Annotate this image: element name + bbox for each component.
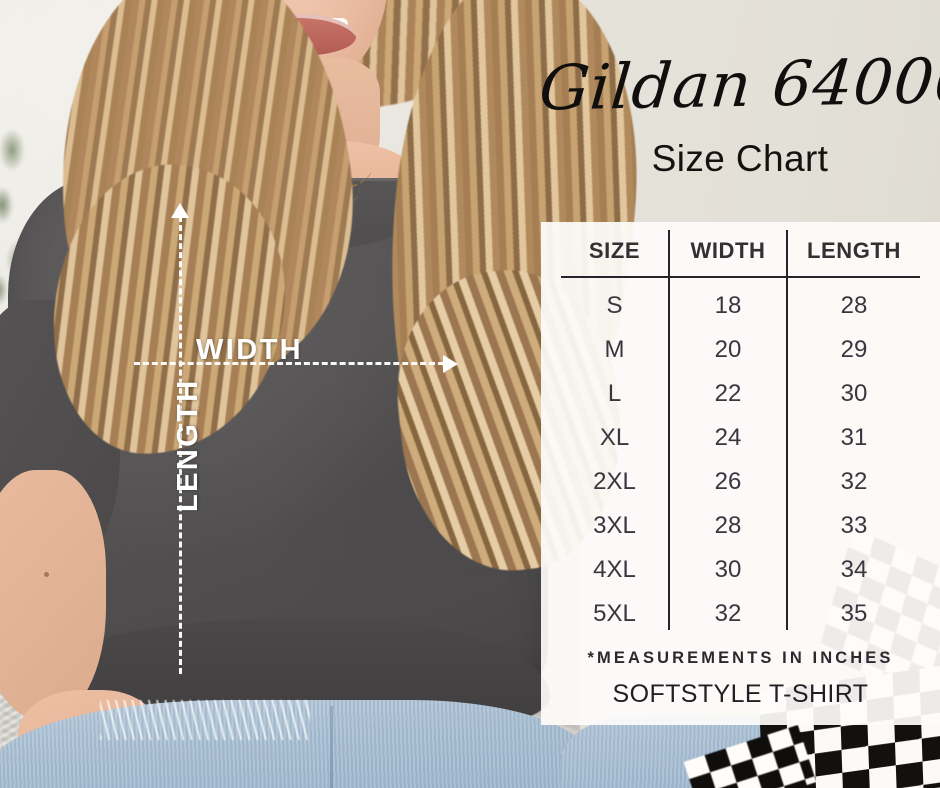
model-arm-left: [0, 470, 106, 720]
cell-size: S: [606, 292, 623, 319]
cell-width: 22: [668, 372, 788, 416]
size-table-wrapper: SIZE WIDTH LENGTH S 18 28 M 20 29: [541, 222, 940, 725]
cell-length: 34: [840, 556, 868, 583]
table-row: 5XL 32 35: [561, 592, 920, 630]
cell-size: 4XL: [593, 556, 636, 583]
cell-length: 28: [840, 292, 868, 319]
title-block: Gildan 64000 Size Chart: [536, 22, 940, 222]
length-arrow-up-icon: [171, 203, 189, 218]
cell-size: 2XL: [593, 468, 636, 495]
width-arrow-right-icon: [443, 355, 458, 373]
table-row: 2XL 26 32: [561, 460, 920, 504]
column-header-size: SIZE: [561, 230, 669, 278]
cell-length: 33: [840, 512, 868, 539]
size-chart-table: SIZE WIDTH LENGTH S 18 28 M 20 29: [561, 230, 920, 630]
panel-footer: *MEASUREMENTS IN INCHES SOFTSTYLE T-SHIR…: [541, 649, 940, 709]
cell-width: 20: [668, 328, 788, 372]
column-header-length: LENGTH: [787, 230, 920, 278]
cell-length: 29: [840, 336, 868, 363]
denim-seam: [330, 706, 333, 788]
cell-length: 35: [840, 600, 868, 627]
cell-width: 30: [668, 548, 788, 592]
table-row: 3XL 28 33: [561, 504, 920, 548]
dashed-horizontal-arrow-icon: [134, 362, 444, 365]
cell-width: 28: [668, 504, 788, 548]
length-label: LENGTH: [172, 378, 204, 512]
cell-width: 32: [668, 592, 788, 630]
cell-size: XL: [599, 424, 630, 451]
table-header-row: SIZE WIDTH LENGTH: [561, 230, 920, 278]
cell-size: 5XL: [593, 600, 636, 627]
table-row: XL 24 31: [561, 416, 920, 460]
product-name: SOFTSTYLE T-SHIRT: [612, 680, 869, 708]
size-table-head: SIZE WIDTH LENGTH: [561, 230, 920, 278]
size-chart-panel: SIZE WIDTH LENGTH S 18 28 M 20 29: [541, 222, 940, 725]
column-header-width: WIDTH: [668, 230, 788, 278]
dashed-vertical-arrow-icon: [179, 216, 182, 674]
width-label: WIDTH: [196, 334, 304, 366]
cell-size: M: [604, 336, 625, 363]
denim-frayed-edge: [100, 700, 310, 740]
table-row: 4XL 30 34: [561, 548, 920, 592]
cell-width: 18: [668, 277, 788, 328]
table-row: L 22 30: [561, 372, 920, 416]
cell-width: 24: [668, 416, 788, 460]
cell-length: 31: [840, 424, 868, 451]
measurement-note: *MEASUREMENTS IN INCHES: [587, 649, 894, 667]
cell-size: 3XL: [593, 512, 636, 539]
table-row: S 18 28: [561, 277, 920, 328]
table-row: M 20 29: [561, 328, 920, 372]
page-subtitle: Size Chart: [651, 138, 829, 179]
cell-length: 32: [840, 468, 868, 495]
size-table-body: S 18 28 M 20 29 L 22 30 XL: [561, 277, 920, 630]
skin-freckle: [44, 572, 49, 577]
cell-width: 26: [668, 460, 788, 504]
cell-size: L: [607, 380, 622, 407]
cell-length: 30: [840, 380, 868, 407]
page-title: Gildan 64000: [536, 43, 940, 125]
